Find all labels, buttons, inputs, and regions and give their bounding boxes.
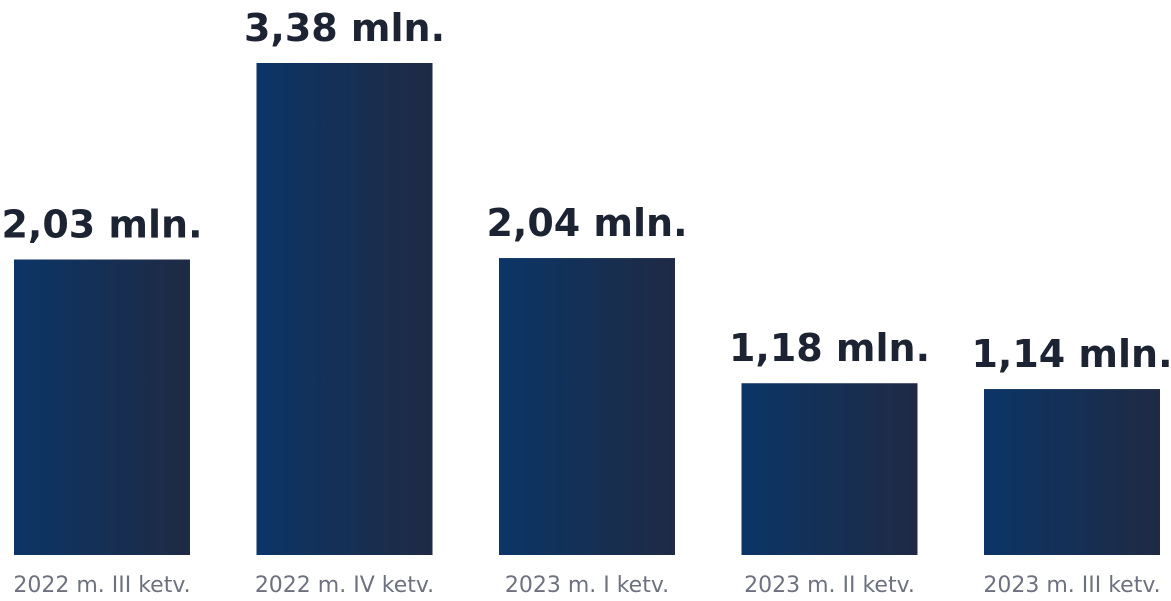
category-labels-layer: 2022 m. III ketv. 2022 m. IV ketv. 2023 m.… xyxy=(13,573,1160,598)
bar-2 xyxy=(256,63,433,555)
category-label-4: 2023 m. II ketv. xyxy=(744,573,915,598)
category-label-1: 2022 m. III ketv. xyxy=(13,573,190,598)
value-label-2: 3,38 mln. xyxy=(244,6,445,50)
value-label-3: 2,04 mln. xyxy=(486,201,687,245)
category-label-5: 2023 m. III ketv. xyxy=(983,573,1160,598)
value-labels-layer: 2,03 mln. 3,38 mln. 2,04 mln. 1,18 mln. 1,14… xyxy=(1,6,1171,376)
category-label-2: 2022 m. IV ketv. xyxy=(255,573,434,598)
category-label-3: 2023 m. I ketv. xyxy=(505,573,669,598)
bar-3 xyxy=(499,258,675,555)
value-label-1: 2,03 mln. xyxy=(1,203,202,247)
value-label-4: 1,18 mln. xyxy=(729,326,930,370)
bar-5 xyxy=(984,389,1160,555)
value-label-5: 1,14 mln. xyxy=(971,332,1171,376)
bar-1 xyxy=(14,259,190,555)
bar-4 xyxy=(741,383,918,555)
bars-layer xyxy=(14,63,1160,555)
